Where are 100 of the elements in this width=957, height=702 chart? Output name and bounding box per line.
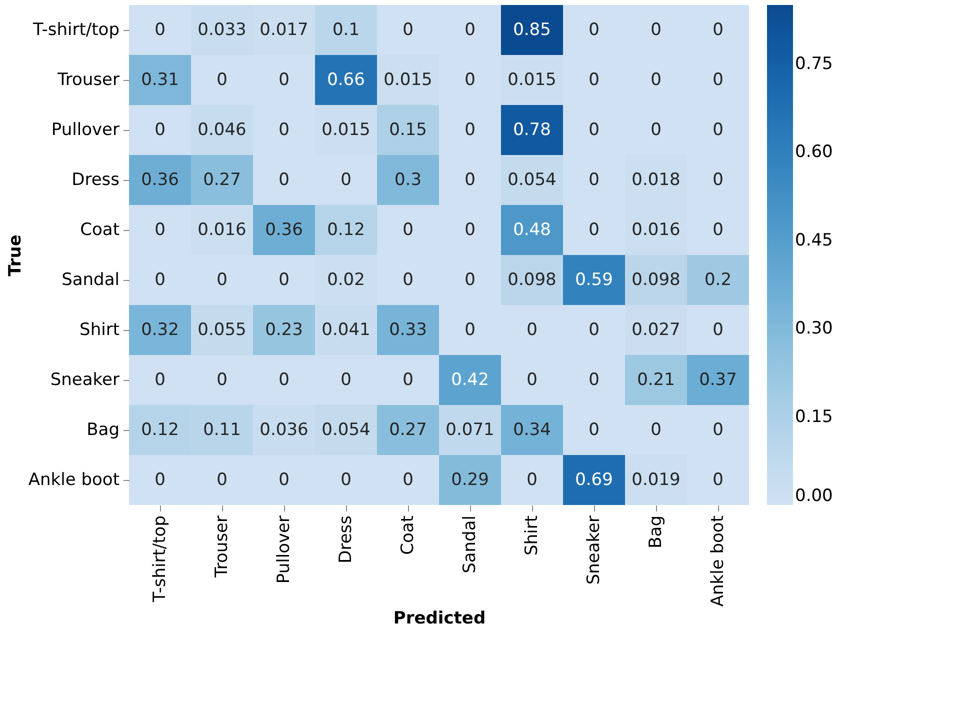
data-label: 0 [278,70,290,90]
data-label: 0.15 [389,120,427,140]
data-label: 0.046 [198,120,246,140]
data-label: 0 [650,20,662,40]
data-label: 0.041 [322,320,370,340]
data-label: 0 [402,470,414,490]
data-label: 0 [588,220,600,240]
data-label: 0 [588,170,600,190]
data-label: 0.055 [198,320,246,340]
data-label: 0.33 [389,320,427,340]
data-label: 0.033 [198,20,246,40]
data-label: 0.78 [513,120,551,140]
data-label: 0.12 [141,420,179,440]
data-label: 0 [340,370,352,390]
data-label: 0 [216,470,228,490]
data-label: 0 [650,120,662,140]
color-bar-label: 0.00 [795,486,833,506]
y-tick-label: T-shirt/top [32,20,120,40]
data-label: 0 [464,20,476,40]
data-label: 0 [154,20,166,40]
data-label: 0 [278,170,290,190]
x-tick-label: Dress [336,515,356,564]
data-label: 0 [464,220,476,240]
data-label: 0 [588,120,600,140]
data-label: 0.015 [322,120,370,140]
data-label: 0.37 [699,370,737,390]
data-label: 0 [526,470,538,490]
data-label: 0 [464,170,476,190]
data-label: 0 [712,220,724,240]
data-label: 0 [712,70,724,90]
data-label: 0 [650,70,662,90]
data-label: 0.098 [508,270,556,290]
color-bar-label: 0.30 [795,318,833,339]
data-label: 0 [588,70,600,90]
y-tick-label: Sneaker [50,370,120,390]
data-label: 0 [340,470,352,490]
data-label: 0 [402,270,414,290]
data-label: 0.42 [451,370,489,390]
x-tick-label: Trouser [212,515,232,578]
y-tick-label: Sandal [62,270,120,290]
y-tick-label: Ankle boot [28,470,120,490]
data-label: 0.27 [389,420,427,440]
data-label: 0 [464,270,476,290]
data-label: 0 [712,120,724,140]
data-label: 0.054 [508,170,556,190]
data-label: 0 [402,20,414,40]
y-tick-label: Bag [86,420,120,440]
data-label: 0.098 [632,270,680,290]
data-label: 0.019 [632,470,680,490]
data-label: 0.21 [637,370,675,390]
data-label: 0 [216,70,228,90]
data-label: 0 [588,420,600,440]
color-bar-label: 0.45 [795,230,833,250]
data-label: 0 [154,270,166,290]
color-bar-label: 0.15 [795,406,833,427]
data-label: 0.59 [575,270,613,290]
data-label: 0 [154,220,166,240]
data-label: 0.2 [704,270,732,290]
data-label: 0 [278,370,290,390]
data-label: 0 [216,370,228,390]
x-axis-title: Predicted [393,608,486,629]
x-tick-label: Coat [398,515,418,555]
data-label: 0 [402,370,414,390]
data-label: 0 [712,470,724,490]
data-label: 0 [340,170,352,190]
data-label: 0 [712,20,724,40]
data-label: 0 [154,470,166,490]
data-label: 0 [278,470,290,490]
data-label: 0 [154,120,166,140]
data-label: 0 [216,270,228,290]
x-tick-label: Pullover [274,516,294,584]
data-label: 0 [526,320,538,340]
data-label: 0.016 [632,220,680,240]
data-label: 0 [588,370,600,390]
data-label: 0.29 [451,470,489,490]
x-tick-label: Ankle boot [708,515,728,607]
data-label: 0 [588,320,600,340]
data-label: 0.23 [265,320,303,340]
y-axis-title: True [5,234,26,276]
y-tick-label: Pullover [51,120,120,140]
x-tick-label: Sneaker [584,516,604,585]
data-label: 0.071 [446,420,494,440]
data-label: 0.027 [632,320,680,340]
x-tick-label: Bag [646,516,666,548]
data-label: 0 [402,220,414,240]
data-label: 0.36 [141,170,179,190]
data-label: 0.016 [198,220,246,240]
data-label: 0.34 [513,420,551,440]
data-label: 0 [712,170,724,190]
data-label: 0 [712,320,724,340]
data-label: 0.31 [141,70,179,90]
data-label: 0 [464,320,476,340]
data-label: 0 [650,420,662,440]
data-label: 0.36 [265,220,303,240]
y-tick-label: Dress [72,170,120,190]
data-label: 0.036 [260,420,308,440]
x-tick-label: Sandal [460,516,480,574]
color-bar-label: 0.60 [795,142,833,162]
data-label: 0.018 [632,170,680,190]
data-label: 0.66 [327,70,365,90]
